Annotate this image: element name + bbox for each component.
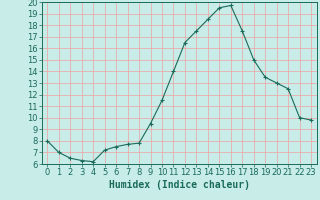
X-axis label: Humidex (Indice chaleur): Humidex (Indice chaleur) — [109, 180, 250, 190]
